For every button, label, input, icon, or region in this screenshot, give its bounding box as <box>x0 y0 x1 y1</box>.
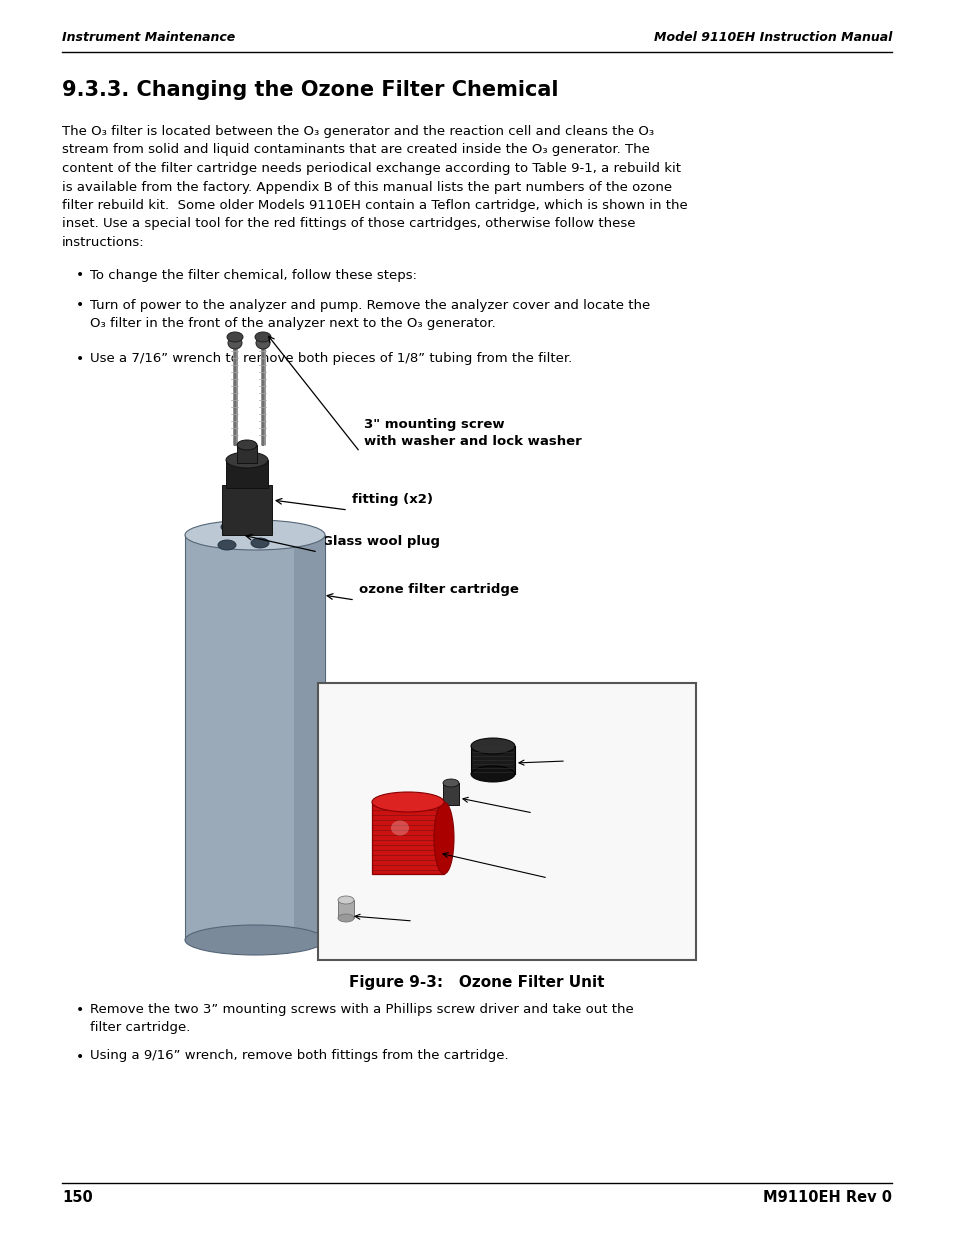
Ellipse shape <box>337 897 354 904</box>
Bar <box>317 683 696 960</box>
Text: •: • <box>76 1050 84 1063</box>
Text: content of the filter cartridge needs periodical exchange according to Table 9-1: content of the filter cartridge needs pe… <box>62 162 680 175</box>
Text: •: • <box>76 268 84 283</box>
Text: Use a 7/16” wrench to remove both pieces of 1/8” tubing from the filter.: Use a 7/16” wrench to remove both pieces… <box>90 352 572 366</box>
Bar <box>236 445 256 463</box>
Text: Model 9110EH Instruction Manual: Model 9110EH Instruction Manual <box>653 31 891 44</box>
Ellipse shape <box>372 792 443 811</box>
Ellipse shape <box>251 538 269 548</box>
Text: male nut: male nut <box>569 743 632 757</box>
Text: The O₃ filter is located between the O₃ generator and the reaction cell and clea: The O₃ filter is located between the O₃ … <box>62 125 654 138</box>
Text: •: • <box>76 1003 84 1016</box>
Text: instructions:: instructions: <box>62 236 145 249</box>
Ellipse shape <box>255 337 270 350</box>
Ellipse shape <box>185 520 325 550</box>
Bar <box>226 459 268 488</box>
Text: Instrument Maintenance: Instrument Maintenance <box>62 31 235 44</box>
Bar <box>185 535 325 940</box>
Ellipse shape <box>221 522 239 532</box>
Bar <box>471 746 515 774</box>
Text: sintered filter
(pressed-into fitting): sintered filter (pressed-into fitting) <box>416 887 563 918</box>
Ellipse shape <box>254 332 271 342</box>
Ellipse shape <box>471 766 515 782</box>
Text: Glass wool plug: Glass wool plug <box>322 535 439 548</box>
Ellipse shape <box>226 452 268 468</box>
Text: O₃ filter in the front of the analyzer next to the O₃ generator.: O₃ filter in the front of the analyzer n… <box>90 317 496 330</box>
Ellipse shape <box>228 337 242 350</box>
Text: filter rebuild kit.  Some older Models 9110EH contain a Teflon cartridge, which : filter rebuild kit. Some older Models 91… <box>62 199 687 212</box>
Text: Remove the two 3” mounting screws with a Phillips screw driver and take out the: Remove the two 3” mounting screws with a… <box>90 1003 633 1016</box>
Bar <box>222 485 272 535</box>
Text: •: • <box>76 299 84 312</box>
Text: ferrule
(note orientation!): ferrule (note orientation!) <box>536 778 667 808</box>
Ellipse shape <box>442 779 458 787</box>
Ellipse shape <box>218 540 235 550</box>
Text: Using a 9/16” wrench, remove both fittings from the cartridge.: Using a 9/16” wrench, remove both fittin… <box>90 1050 508 1062</box>
Text: •: • <box>76 352 84 366</box>
Ellipse shape <box>337 914 354 923</box>
Ellipse shape <box>434 802 454 874</box>
Text: Peek fitting body: Peek fitting body <box>550 861 670 874</box>
Ellipse shape <box>236 440 256 450</box>
Text: is available from the factory. Appendix B of this manual lists the part numbers : is available from the factory. Appendix … <box>62 180 672 194</box>
Bar <box>337 900 354 918</box>
Text: 3" mounting screw
with washer and lock washer: 3" mounting screw with washer and lock w… <box>364 417 581 448</box>
Text: fitting (x2): fitting (x2) <box>352 493 433 506</box>
Text: filter cartridge.: filter cartridge. <box>90 1021 191 1035</box>
Text: To change the filter chemical, follow these steps:: To change the filter chemical, follow th… <box>90 268 416 282</box>
Text: inset. Use a special tool for the red fittings of those cartridges, otherwise fo: inset. Use a special tool for the red fi… <box>62 217 635 231</box>
Text: Figure 9-3:   Ozone Filter Unit: Figure 9-3: Ozone Filter Unit <box>349 974 604 990</box>
Bar <box>372 802 443 874</box>
Ellipse shape <box>227 332 243 342</box>
Text: stream from solid and liquid contaminants that are created inside the O₃ generat: stream from solid and liquid contaminant… <box>62 143 649 157</box>
Ellipse shape <box>185 925 325 955</box>
Ellipse shape <box>253 517 272 527</box>
Bar <box>442 783 458 805</box>
Ellipse shape <box>471 739 515 755</box>
Bar <box>294 535 325 940</box>
Text: ozone filter cartridge: ozone filter cartridge <box>358 583 518 597</box>
Text: 150: 150 <box>62 1191 92 1205</box>
Text: M9110EH Rev 0: M9110EH Rev 0 <box>762 1191 891 1205</box>
Text: 9.3.3. Changing the Ozone Filter Chemical: 9.3.3. Changing the Ozone Filter Chemica… <box>62 80 558 100</box>
Text: Turn of power to the analyzer and pump. Remove the analyzer cover and locate the: Turn of power to the analyzer and pump. … <box>90 299 650 311</box>
Ellipse shape <box>391 820 409 836</box>
